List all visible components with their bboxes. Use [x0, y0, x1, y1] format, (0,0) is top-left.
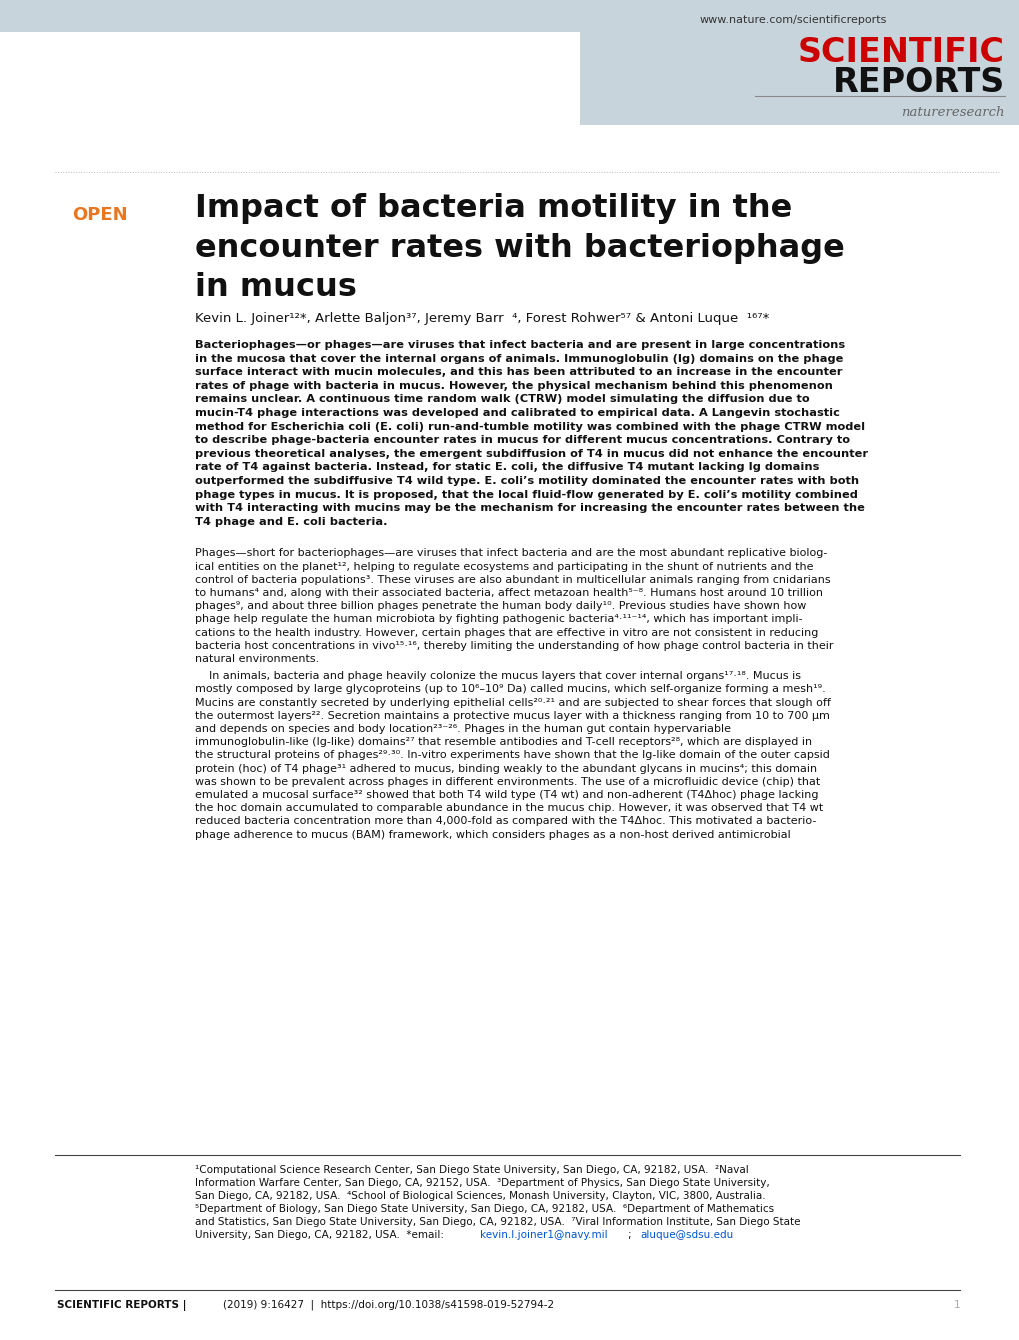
- Text: OPEN: OPEN: [72, 206, 127, 224]
- Text: phage types in mucus. It is proposed, that the local fluid-flow generated by E. : phage types in mucus. It is proposed, th…: [195, 489, 857, 500]
- Text: reduced bacteria concentration more than 4,000-fold as compared with the T4Δhoc.: reduced bacteria concentration more than…: [195, 816, 815, 827]
- Text: previous theoretical analyses, the emergent subdiffusion of T4 in mucus did not : previous theoretical analyses, the emerg…: [195, 449, 867, 458]
- Text: ical entities on the planet¹², helping to regulate ecosystems and participating : ical entities on the planet¹², helping t…: [195, 561, 813, 572]
- Text: aluque@sdsu.edu: aluque@sdsu.edu: [639, 1230, 733, 1240]
- Text: Phages—short for bacteriophages—are viruses that infect bacteria and are the mos: Phages—short for bacteriophages—are viru…: [195, 548, 826, 559]
- Text: mucin-T4 phage interactions was developed and calibrated to empirical data. A La: mucin-T4 phage interactions was develope…: [195, 407, 839, 418]
- Text: ¹Computational Science Research Center, San Diego State University, San Diego, C: ¹Computational Science Research Center, …: [195, 1164, 748, 1175]
- Text: Mucins are constantly secreted by underlying epithelial cells²⁰·²¹ and are subje: Mucins are constantly secreted by underl…: [195, 698, 830, 708]
- Text: was shown to be prevalent across phages in different environments. The use of a : was shown to be prevalent across phages …: [195, 777, 819, 787]
- Text: ;: ;: [628, 1230, 634, 1240]
- Text: immunoglobulin-like (Ig-like) domains²⁷ that resemble antibodies and T-cell rece: immunoglobulin-like (Ig-like) domains²⁷ …: [195, 737, 811, 748]
- Text: University, San Diego, CA, 92182, USA.  *email:: University, San Diego, CA, 92182, USA. *…: [195, 1230, 443, 1240]
- Text: SCIENTIFIC: SCIENTIFIC: [797, 35, 1004, 68]
- Bar: [580, 0, 1019, 125]
- Text: phage adherence to mucus (BAM) framework, which considers phages as a non-host d: phage adherence to mucus (BAM) framework…: [195, 829, 790, 840]
- Text: ⁵Department of Biology, San Diego State University, San Diego, CA, 92182, USA.  : ⁵Department of Biology, San Diego State …: [195, 1205, 773, 1214]
- Text: 1: 1: [953, 1300, 959, 1311]
- Text: the structural proteins of phages²⁹·³⁰. In-vitro experiments have shown that the: the structural proteins of phages²⁹·³⁰. …: [195, 750, 829, 760]
- Text: natureresearch: natureresearch: [901, 106, 1004, 118]
- Text: mostly composed by large glycoproteins (up to 10⁶–10⁹ Da) called mucins, which s: mostly composed by large glycoproteins (…: [195, 685, 825, 694]
- Text: the hoc domain accumulated to comparable abundance in the mucus chip. However, i: the hoc domain accumulated to comparable…: [195, 803, 822, 813]
- Text: to humans⁴ and, along with their associated bacteria, affect metazoan health⁵⁻⁸.: to humans⁴ and, along with their associa…: [195, 588, 822, 598]
- Text: in the mucosa that cover the internal organs of animals. Immunoglobulin (Ig) dom: in the mucosa that cover the internal or…: [195, 354, 843, 363]
- Text: encounter rates with bacteriophage: encounter rates with bacteriophage: [195, 233, 844, 264]
- Text: remains unclear. A continuous time random walk (CTRW) model simulating the diffu: remains unclear. A continuous time rando…: [195, 394, 809, 405]
- Text: (2019) 9:16427  |  https://doi.org/10.1038/s41598-019-52794-2: (2019) 9:16427 | https://doi.org/10.1038…: [210, 1300, 553, 1311]
- Text: to describe phage-bacteria encounter rates in mucus for different mucus concentr: to describe phage-bacteria encounter rat…: [195, 436, 849, 445]
- Text: Kevin L. Joiner¹²*, Arlette Baljon³⁷, Jeremy Barr  ⁴, Forest Rohwer⁵⁷ & Antoni L: Kevin L. Joiner¹²*, Arlette Baljon³⁷, Je…: [195, 311, 768, 324]
- Text: REPORTS: REPORTS: [832, 66, 1004, 99]
- Text: cations to the health industry. However, certain phages that are effective in vi: cations to the health industry. However,…: [195, 627, 817, 638]
- Text: rates of phage with bacteria in mucus. However, the physical mechanism behind th: rates of phage with bacteria in mucus. H…: [195, 381, 833, 391]
- Text: SCIENTIFIC REPORTS |: SCIENTIFIC REPORTS |: [57, 1300, 186, 1311]
- Text: Bacteriophages—or phages—are viruses that infect bacteria and are present in lar: Bacteriophages—or phages—are viruses tha…: [195, 340, 845, 350]
- Text: emulated a mucosal surface³² showed that both T4 wild type (T4 wt) and non-adher: emulated a mucosal surface³² showed that…: [195, 791, 817, 800]
- Text: bacteria host concentrations in vivo¹⁵·¹⁶, thereby limiting the understanding of: bacteria host concentrations in vivo¹⁵·¹…: [195, 641, 833, 651]
- Text: and depends on species and body location²³⁻²⁶. Phages in the human gut contain h: and depends on species and body location…: [195, 724, 731, 734]
- Text: and Statistics, San Diego State University, San Diego, CA, 92182, USA.  ⁷Viral I: and Statistics, San Diego State Universi…: [195, 1217, 800, 1227]
- Text: Impact of bacteria motility in the: Impact of bacteria motility in the: [195, 193, 792, 224]
- Text: San Diego, CA, 92182, USA.  ⁴School of Biological Sciences, Monash University, C: San Diego, CA, 92182, USA. ⁴School of Bi…: [195, 1191, 765, 1201]
- Text: the outermost layers²². Secretion maintains a protective mucus layer with a thic: the outermost layers²². Secretion mainta…: [195, 710, 829, 721]
- Text: in mucus: in mucus: [195, 272, 357, 303]
- Text: outperformed the subdiffusive T4 wild type. E. coli’s motility dominated the enc: outperformed the subdiffusive T4 wild ty…: [195, 476, 858, 486]
- Text: phages⁹, and about three billion phages penetrate the human body daily¹⁰. Previo: phages⁹, and about three billion phages …: [195, 602, 806, 611]
- Bar: [0, 0, 1019, 32]
- Text: T4 phage and E. coli bacteria.: T4 phage and E. coli bacteria.: [195, 517, 387, 527]
- Text: natural environments.: natural environments.: [195, 654, 319, 665]
- Text: control of bacteria populations³. These viruses are also abundant in multicellul: control of bacteria populations³. These …: [195, 575, 829, 584]
- Text: protein (hoc) of T4 phage³¹ adhered to mucus, binding weakly to the abundant gly: protein (hoc) of T4 phage³¹ adhered to m…: [195, 764, 816, 773]
- Text: phage help regulate the human microbiota by fighting pathogenic bacteria⁴·¹¹⁻¹⁴,: phage help regulate the human microbiota…: [195, 615, 802, 624]
- Text: www.nature.com/scientificreports: www.nature.com/scientificreports: [699, 15, 887, 25]
- Text: method for Escherichia coli (E. coli) run-and-tumble motility was combined with : method for Escherichia coli (E. coli) ru…: [195, 422, 864, 431]
- Text: with T4 interacting with mucins may be the mechanism for increasing the encounte: with T4 interacting with mucins may be t…: [195, 504, 864, 513]
- Text: Information Warfare Center, San Diego, CA, 92152, USA.  ³Department of Physics, : Information Warfare Center, San Diego, C…: [195, 1178, 769, 1189]
- Text: kevin.l.joiner1@navy.mil: kevin.l.joiner1@navy.mil: [480, 1230, 607, 1240]
- Text: rate of T4 against bacteria. Instead, for static E. coli, the diffusive T4 mutan: rate of T4 against bacteria. Instead, fo…: [195, 462, 818, 473]
- Text: In animals, bacteria and phage heavily colonize the mucus layers that cover inte: In animals, bacteria and phage heavily c…: [195, 671, 800, 681]
- Text: surface interact with mucin molecules, and this has been attributed to an increa: surface interact with mucin molecules, a…: [195, 367, 842, 377]
